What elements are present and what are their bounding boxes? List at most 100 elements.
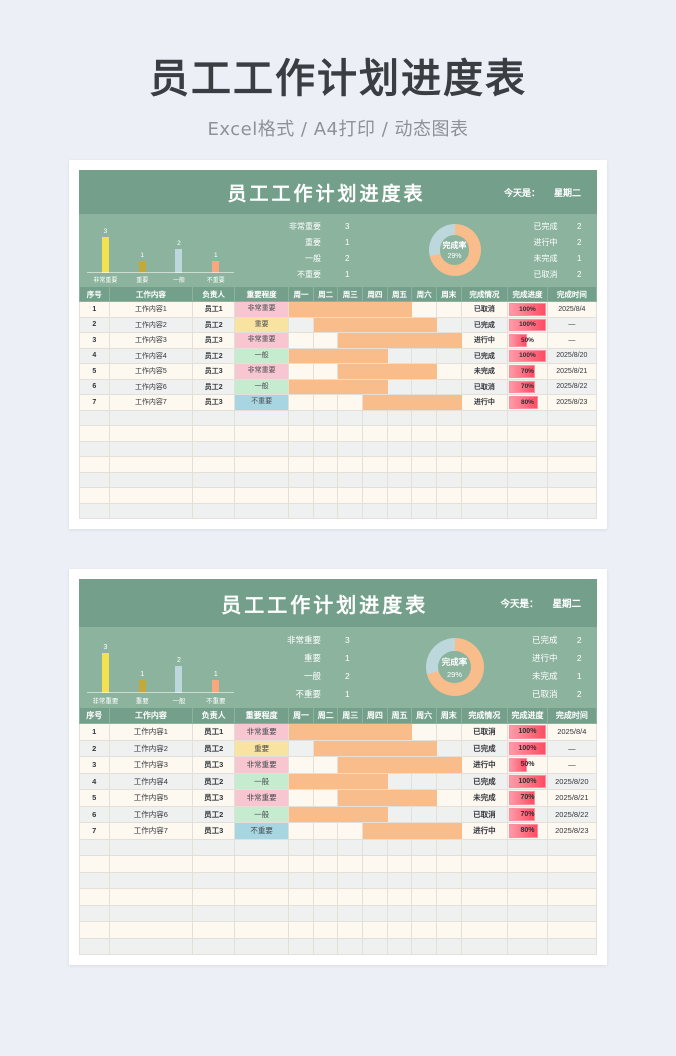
cell-empty[interactable] [337, 425, 364, 442]
cell-gantt-day-7[interactable] [435, 739, 462, 757]
cell-empty[interactable] [362, 456, 388, 473]
cell-content[interactable]: 工作内容4 [108, 347, 194, 364]
cell-empty[interactable] [79, 456, 110, 473]
cell-empty[interactable] [79, 871, 110, 889]
cell-index[interactable]: 3 [79, 756, 110, 774]
cell-owner[interactable]: 员工1 [192, 723, 236, 741]
cell-gantt-day-7[interactable] [435, 822, 462, 840]
cell-empty[interactable] [79, 471, 110, 488]
cell-empty[interactable] [108, 440, 194, 457]
cell-gantt-day-5[interactable] [386, 822, 413, 840]
cell-empty[interactable] [386, 502, 413, 519]
cell-empty[interactable] [411, 456, 437, 473]
cell-empty[interactable] [312, 904, 339, 922]
cell-gantt-day-3[interactable] [337, 316, 364, 333]
cell-date[interactable]: — [546, 739, 598, 757]
cell-owner[interactable]: 员工3 [192, 789, 236, 807]
cell-empty[interactable] [546, 921, 598, 939]
cell-empty[interactable] [435, 921, 462, 939]
cell-empty[interactable] [460, 838, 509, 856]
cell-empty[interactable] [546, 502, 598, 519]
cell-empty[interactable] [288, 471, 314, 488]
column-header-6[interactable]: 周三 [337, 286, 364, 302]
cell-status[interactable]: 已取消 [460, 378, 509, 395]
cell-gantt-day-2[interactable] [312, 805, 339, 823]
cell-empty[interactable] [288, 904, 314, 922]
cell-empty[interactable] [192, 440, 236, 457]
cell-content[interactable]: 工作内容2 [108, 316, 194, 333]
cell-empty[interactable] [192, 921, 236, 939]
cell-gantt-day-5[interactable] [386, 301, 413, 318]
column-header-8[interactable]: 周五 [386, 286, 413, 302]
table-row[interactable]: 7 工作内容7 员工3 不重要 进行中 80% 2025/8/23 [79, 394, 598, 411]
cell-gantt-day-2[interactable] [312, 772, 339, 790]
cell-index[interactable]: 1 [79, 301, 110, 318]
cell-empty[interactable] [288, 937, 314, 955]
cell-progress[interactable]: 100% [507, 723, 548, 741]
cell-empty[interactable] [192, 487, 236, 504]
cell-empty[interactable] [460, 937, 509, 955]
cell-empty[interactable] [108, 888, 194, 906]
cell-gantt-day-2[interactable] [312, 378, 339, 395]
table-row[interactable]: 1 工作内容1 员工1 非常重要 已取消 100% 2025/8/4 [79, 723, 598, 741]
cell-empty[interactable] [312, 921, 339, 939]
cell-empty[interactable] [312, 502, 339, 519]
cell-empty[interactable] [337, 487, 364, 504]
cell-empty[interactable] [79, 838, 110, 856]
cell-gantt-day-1[interactable] [288, 789, 314, 807]
cell-date[interactable]: — [546, 316, 598, 333]
cell-owner[interactable]: 员工2 [192, 378, 236, 395]
column-header-13[interactable]: 完成时间 [546, 286, 598, 302]
cell-gantt-day-1[interactable] [288, 332, 314, 349]
cell-empty[interactable] [234, 871, 290, 889]
cell-gantt-day-2[interactable] [312, 347, 339, 364]
cell-empty[interactable] [79, 855, 110, 873]
cell-empty[interactable] [312, 871, 339, 889]
cell-empty[interactable] [234, 409, 290, 426]
cell-index[interactable]: 2 [79, 739, 110, 757]
cell-gantt-day-1[interactable] [288, 739, 314, 757]
cell-gantt-day-7[interactable] [435, 772, 462, 790]
cell-empty[interactable] [234, 440, 290, 457]
cell-empty[interactable] [288, 456, 314, 473]
cell-gantt-day-3[interactable] [337, 739, 364, 757]
column-header-6[interactable]: 周三 [337, 707, 364, 724]
cell-gantt-day-2[interactable] [312, 723, 339, 741]
cell-date[interactable]: 2025/8/4 [546, 301, 598, 318]
cell-empty[interactable] [362, 888, 388, 906]
column-header-13[interactable]: 完成时间 [546, 707, 598, 724]
column-header-0[interactable]: 序号 [79, 286, 110, 302]
cell-empty[interactable] [546, 888, 598, 906]
cell-index[interactable]: 5 [79, 363, 110, 380]
cell-content[interactable]: 工作内容6 [108, 378, 194, 395]
cell-gantt-day-2[interactable] [312, 332, 339, 349]
cell-gantt-day-3[interactable] [337, 756, 364, 774]
column-header-2[interactable]: 负责人 [192, 707, 236, 724]
cell-empty[interactable] [337, 937, 364, 955]
cell-empty[interactable] [312, 471, 339, 488]
cell-gantt-day-3[interactable] [337, 772, 364, 790]
cell-empty[interactable] [79, 409, 110, 426]
cell-empty[interactable] [546, 456, 598, 473]
cell-gantt-day-3[interactable] [337, 363, 364, 380]
cell-gantt-day-1[interactable] [288, 723, 314, 741]
cell-empty[interactable] [460, 456, 509, 473]
cell-gantt-day-1[interactable] [288, 378, 314, 395]
cell-importance[interactable]: 非常重要 [234, 723, 290, 741]
cell-empty[interactable] [234, 838, 290, 856]
cell-gantt-day-2[interactable] [312, 789, 339, 807]
cell-status[interactable]: 已取消 [460, 805, 509, 823]
cell-importance[interactable]: 不重要 [234, 822, 290, 840]
cell-empty[interactable] [435, 440, 462, 457]
cell-gantt-day-1[interactable] [288, 756, 314, 774]
cell-empty[interactable] [108, 871, 194, 889]
cell-empty[interactable] [460, 904, 509, 922]
cell-empty[interactable] [362, 838, 388, 856]
cell-empty[interactable] [362, 440, 388, 457]
cell-gantt-day-7[interactable] [435, 756, 462, 774]
cell-gantt-day-1[interactable] [288, 316, 314, 333]
cell-gantt-day-6[interactable] [411, 363, 437, 380]
column-header-12[interactable]: 完成进度 [507, 286, 548, 302]
column-header-12[interactable]: 完成进度 [507, 707, 548, 724]
